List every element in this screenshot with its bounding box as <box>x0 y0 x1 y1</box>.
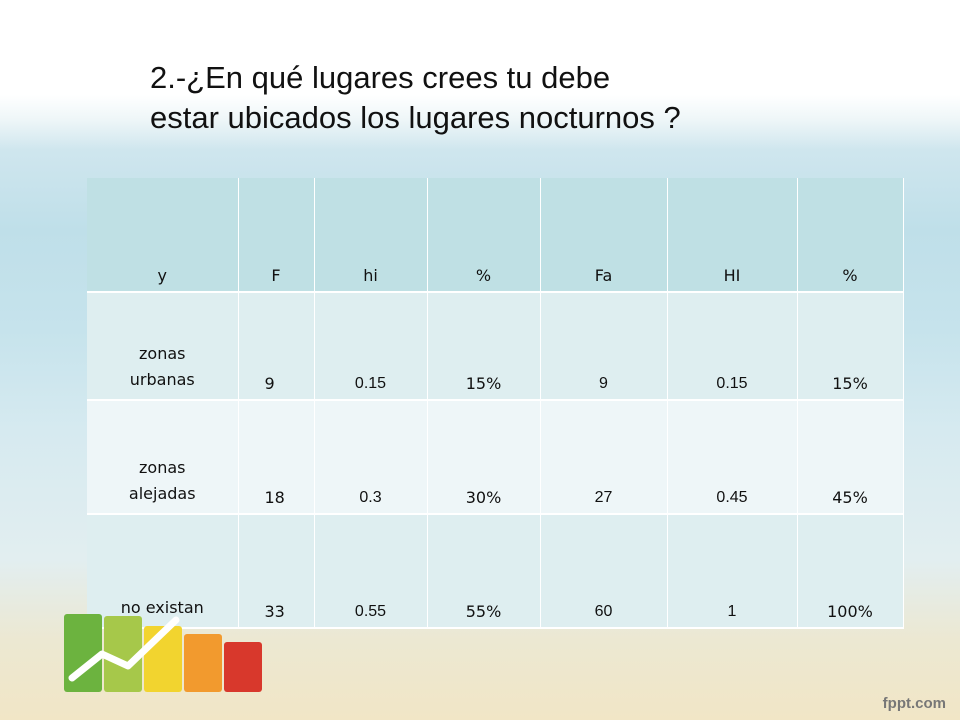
header-cell-percent: % <box>427 178 541 293</box>
header-cell-y: y <box>87 178 239 293</box>
cell-category: zonas urbanas <box>87 292 239 401</box>
cell-percent-cumulative: 100% <box>797 514 904 629</box>
cell-percent-cumulative: 45% <box>797 400 904 515</box>
cell-category-line: no existan <box>120 598 204 617</box>
header-cell-hi-cumulative: HI <box>667 178 798 293</box>
cell-hi: 0.55 <box>314 514 428 629</box>
cell-f: 9 <box>238 292 315 401</box>
cell-category-line: zonas <box>139 344 186 363</box>
trend-arrow-icon <box>68 616 180 682</box>
cell-fa: 27 <box>540 400 668 515</box>
cell-category: no existan <box>87 514 239 629</box>
header-cell-fa: Fa <box>540 178 668 293</box>
cell-hi: 0.15 <box>314 292 428 401</box>
cell-f: 33 <box>238 514 315 629</box>
cell-hi-cumulative: 0.15 <box>667 292 798 401</box>
cell-hi: 0.3 <box>314 400 428 515</box>
fppt-logo: fppt.com <box>882 695 946 712</box>
cell-category-line: urbanas <box>129 370 195 389</box>
table-row: no existan 33 0.55 55% 60 1 100% <box>87 514 904 629</box>
cell-hi-cumulative: 0.45 <box>667 400 798 515</box>
decor-bar-orange <box>184 634 222 692</box>
cell-percent: 30% <box>427 400 541 515</box>
frequency-table: y F hi % Fa HI % zonas urbanas 9 0.15 15… <box>87 178 904 629</box>
slide-title-line-2: estar ubicados los lugares nocturnos ? <box>150 100 681 135</box>
slide-title-line-1: 2.-¿En qué lugares crees tu debe <box>150 60 611 95</box>
cell-category-line: zonas <box>139 458 186 477</box>
decor-bar-red <box>224 642 262 692</box>
table-row: zonas urbanas 9 0.15 15% 9 0.15 15% <box>87 292 904 401</box>
header-cell-percent-cumulative: % <box>797 178 904 293</box>
cell-percent: 55% <box>427 514 541 629</box>
table-header-row: y F hi % Fa HI % <box>87 178 904 293</box>
header-cell-hi: hi <box>314 178 428 293</box>
cell-fa: 60 <box>540 514 668 629</box>
table-row: zonas alejadas 18 0.3 30% 27 0.45 45% <box>87 400 904 515</box>
header-cell-f: F <box>238 178 315 293</box>
cell-category-line: alejadas <box>128 484 196 503</box>
cell-category: zonas alejadas <box>87 400 239 515</box>
cell-fa: 9 <box>540 292 668 401</box>
cell-hi-cumulative: 1 <box>667 514 798 629</box>
cell-percent-cumulative: 15% <box>797 292 904 401</box>
cell-f: 18 <box>238 400 315 515</box>
slide-title: 2.-¿En qué lugares crees tu debe estar u… <box>150 58 850 138</box>
growth-chart-decoration <box>58 600 268 692</box>
cell-percent: 15% <box>427 292 541 401</box>
